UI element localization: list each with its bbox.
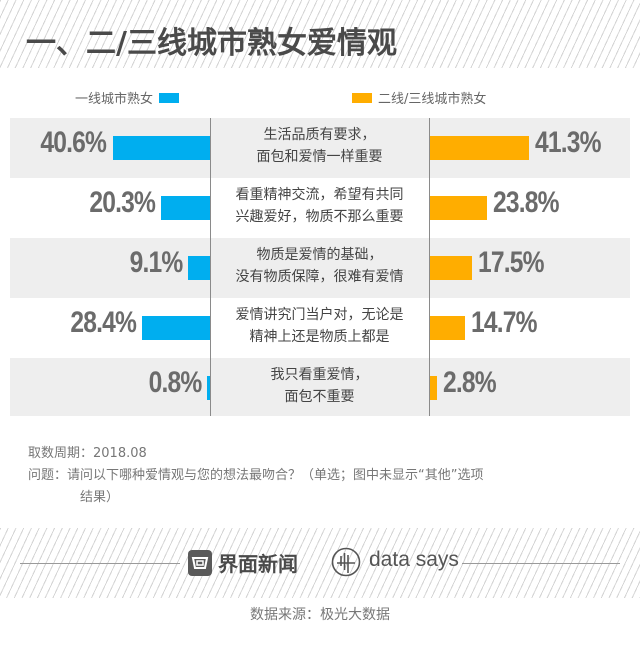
data-says-logo-icon (331, 547, 361, 577)
legend-item-tier23: 二线/三线城市熟女 (352, 88, 486, 107)
category-label-line2: 兴趣爱好，物质不那么重要 (235, 209, 404, 225)
data-says-brand-text: data says (369, 548, 459, 571)
header-band: 一、二/三线城市熟女爱情观 (0, 0, 640, 68)
value-label-tier23: 23.8% (493, 186, 559, 219)
right-divider (429, 118, 430, 416)
category-label-line2: 面包不重要 (284, 389, 355, 405)
bar-tier23 (430, 376, 437, 400)
value-label-tier1: 40.6% (40, 126, 107, 159)
butterfly-chart: 40.6% 生活品质有要求， 面包和爱情一样重要 41.3% 20.3% 看重精神交流，希… (0, 118, 640, 416)
bar-tier1 (188, 256, 210, 280)
data-period: 取数周期：2018.08 (28, 446, 147, 461)
bar-tier23 (430, 196, 488, 220)
category-label-line1: 物质是爱情的基础， (256, 247, 383, 263)
legend-item-tier1: 一线城市熟女 (75, 88, 180, 107)
value-label-tier23: 14.7% (471, 306, 537, 339)
value-label-tier23: 17.5% (478, 246, 544, 279)
value-label-tier1: 28.4% (70, 306, 136, 339)
legend-label-tier1: 一线城市熟女 (75, 92, 154, 107)
value-label-tier1: 20.3% (89, 186, 156, 219)
chart-row: 20.3% 看重精神交流，希望有共同 兴趣爱好，物质不那么重要 23.8% (10, 178, 630, 238)
category-label-line1: 生活品质有要求， (263, 127, 376, 143)
data-source: 数据来源：极光大数据 (250, 607, 390, 623)
footer-line-left (20, 563, 180, 564)
category-label-line1: 爱情讲究门当户对，无论是 (235, 307, 404, 323)
category-label-line2: 没有物质保障，很难有爱情 (235, 269, 404, 285)
chart-row: 40.6% 生活品质有要求， 面包和爱情一样重要 41.3% (10, 118, 630, 178)
bar-tier23 (430, 316, 466, 340)
value-label-tier23: 2.8% (442, 366, 497, 399)
legend-swatch-tier1 (159, 92, 180, 103)
category-label-line1: 看重精神交流，希望有共同 (235, 187, 404, 203)
question-text-line1: 问题：请问以下哪种爱情观与您的想法最吻合？（单选；图中未显示“其他”选项 (28, 468, 484, 483)
jiemian-brand-text: 界面新闻 (218, 552, 298, 576)
category-label-line1: 我只看重爱情， (270, 367, 369, 383)
bar-tier1 (161, 196, 210, 220)
value-label-tier1: 9.1% (129, 246, 183, 279)
category-label: 爱情讲究门当户对，无论是 精神上还是物质上都是 (210, 304, 429, 348)
bar-tier1 (112, 136, 210, 160)
page-title: 一、二/三线城市熟女爱情观 (26, 26, 397, 61)
category-label: 物质是爱情的基础， 没有物质保障，很难有爱情 (210, 244, 429, 288)
chart-row: 28.4% 爱情讲究门当户对，无论是 精神上还是物质上都是 14.7% (10, 298, 630, 358)
notes: 取数周期：2018.08 问题：请问以下哪种爱情观与您的想法最吻合？（单选；图中… (28, 443, 483, 509)
category-label: 我只看重爱情， 面包不重要 (210, 364, 429, 408)
question-text-line2: 结果） (80, 490, 120, 505)
footer-line-right (462, 563, 620, 564)
jiemian-logo-icon (188, 550, 212, 576)
value-label-tier1: 0.8% (148, 366, 202, 399)
category-label-line2: 精神上还是物质上都是 (249, 329, 390, 345)
legend-label-tier23: 二线/三线城市熟女 (378, 92, 487, 107)
bar-tier1 (207, 376, 210, 400)
category-label: 看重精神交流，希望有共同 兴趣爱好，物质不那么重要 (210, 184, 429, 228)
legend-swatch-tier23 (352, 92, 372, 103)
bar-tier23 (430, 136, 530, 160)
bar-tier23 (430, 256, 472, 280)
value-label-tier23: 41.3% (535, 126, 601, 159)
bar-tier1 (141, 316, 210, 340)
category-label-line2: 面包和爱情一样重要 (256, 149, 383, 165)
category-label: 生活品质有要求， 面包和爱情一样重要 (210, 124, 429, 168)
chart-row: 9.1% 物质是爱情的基础， 没有物质保障，很难有爱情 17.5% (10, 238, 630, 298)
left-divider (210, 118, 211, 416)
chart-row: 0.8% 我只看重爱情， 面包不重要 2.8% (10, 358, 630, 416)
